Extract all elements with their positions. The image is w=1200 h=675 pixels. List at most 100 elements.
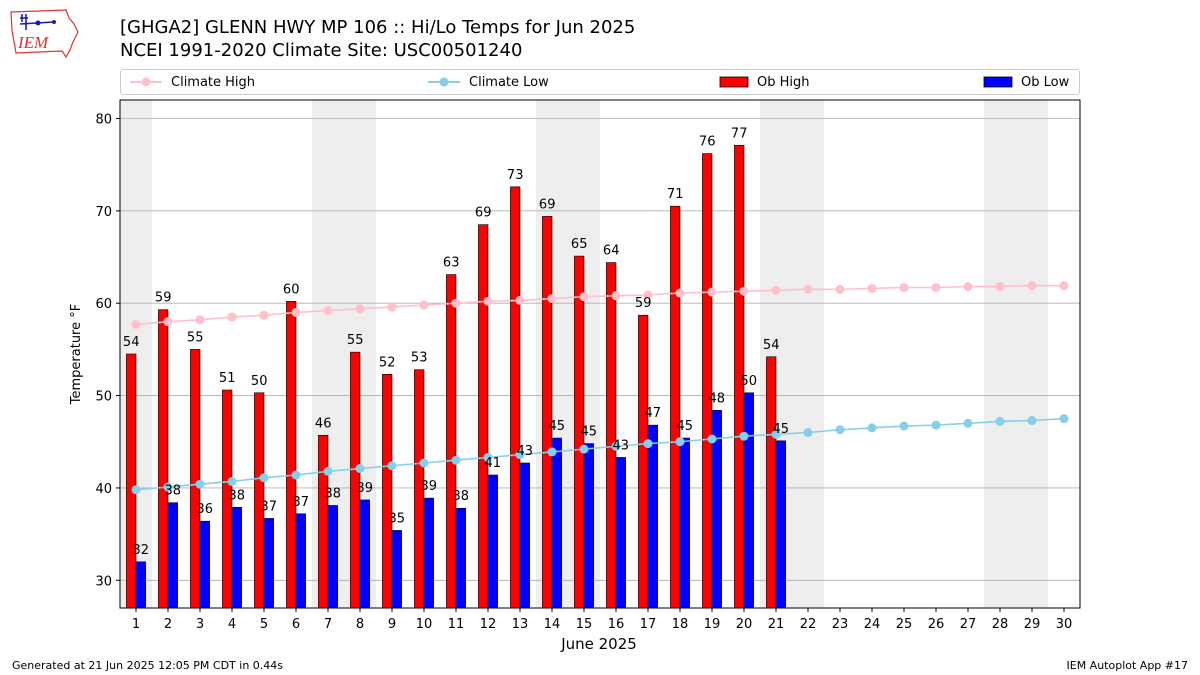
- ob-high-bar-day-21: [766, 356, 777, 609]
- ob-low-bar-day-4: [231, 507, 242, 609]
- ob-high-bar-day-13: [510, 186, 521, 609]
- weekend-band-day-22: [792, 100, 824, 608]
- ob-low-bar-day-10: [423, 497, 434, 609]
- climate-low-point-day-13: [515, 450, 525, 460]
- climate-low-line: [135, 417, 1065, 491]
- x-tick-label-13: 13: [512, 617, 529, 632]
- ob-high-label-day-21: 54: [763, 338, 780, 353]
- y-tick-label-30: 30: [95, 574, 112, 589]
- ob-high-label-day-20: 77: [731, 126, 748, 141]
- ob-high-bar-day-2: [158, 309, 169, 609]
- climate-high-point-day-23: [835, 284, 845, 294]
- legend-item-ob-low: Ob Low: [983, 70, 1069, 94]
- chart-title: [GHGA2] GLENN HWY MP 106 :: Hi/Lo Temps …: [120, 17, 636, 38]
- climate-low-point-day-27: [963, 418, 973, 428]
- ob-low-bar-day-8: [359, 499, 370, 609]
- ob-low-label-day-2: 38: [165, 484, 182, 499]
- ob-low-bar-day-1: [135, 561, 146, 609]
- climate-high-point-day-20: [739, 286, 749, 296]
- climate-low-point-day-30: [1059, 414, 1069, 424]
- y-tick-label-70: 70: [95, 205, 112, 220]
- ob-high-label-day-11: 63: [443, 256, 460, 271]
- climate-high-point-day-19: [707, 287, 717, 297]
- x-tick-label-28: 28: [992, 617, 1009, 632]
- ob-low-bar-day-15: [583, 443, 594, 609]
- ob-low-label-day-3: 36: [197, 502, 214, 517]
- climate-low-point-day-25: [899, 421, 909, 431]
- footer-app: IEM Autoplot App #17: [1066, 659, 1189, 672]
- climate-low-point-day-8: [355, 464, 365, 474]
- x-tick-label-18: 18: [672, 617, 689, 632]
- x-tick-label-27: 27: [960, 617, 977, 632]
- ob-low-label-day-15: 45: [581, 425, 598, 440]
- climate-low-point-day-21: [771, 429, 781, 439]
- climate-low-line-icon: [428, 77, 460, 87]
- ob-high-bar-day-6: [286, 301, 297, 609]
- ob-low-label-day-7: 38: [325, 486, 342, 501]
- ob-high-label-day-12: 69: [475, 206, 492, 221]
- climate-low-point-day-2: [163, 482, 173, 492]
- climate-high-point-day-2: [163, 317, 173, 327]
- climate-low-point-day-11: [451, 455, 461, 465]
- x-tick-label-20: 20: [736, 617, 753, 632]
- ob-high-label-day-18: 71: [667, 187, 684, 202]
- climate-high-point-day-4: [227, 312, 237, 322]
- x-tick-label-23: 23: [832, 617, 849, 632]
- ob-low-bar-day-2: [167, 502, 178, 609]
- legend-label-ob-high: Ob High: [757, 74, 810, 90]
- y-axis-label: Temperature °F: [69, 304, 84, 405]
- climate-high-point-day-13: [515, 295, 525, 305]
- climate-low-point-day-3: [195, 479, 205, 489]
- plot-frame: [119, 99, 1081, 609]
- climate-low-point-day-24: [867, 423, 877, 433]
- x-tick-label-24: 24: [864, 617, 881, 632]
- legend-item-climate-high: Climate High: [129, 70, 255, 94]
- ob-high-bar-day-12: [478, 224, 489, 609]
- climate-low-point-day-12: [483, 452, 493, 462]
- climate-high-point-day-6: [291, 307, 301, 317]
- x-tick-label-4: 4: [228, 617, 236, 632]
- footer-generated: Generated at 21 Jun 2025 12:05 PM CDT in…: [12, 659, 284, 672]
- ob-low-label-day-10: 39: [421, 479, 438, 494]
- ob-high-label-day-14: 69: [539, 197, 556, 212]
- chart-subtitle: NCEI 1991-2020 Climate Site: USC00501240: [120, 40, 523, 61]
- ob-high-bar-day-7: [318, 434, 329, 609]
- ob-high-label-day-5: 50: [251, 374, 268, 389]
- y-tick-label-80: 80: [95, 112, 112, 127]
- ob-low-label-day-18: 45: [677, 419, 694, 434]
- ob-low-label-day-16: 43: [613, 438, 630, 453]
- ob-low-bar-day-18: [679, 437, 690, 609]
- climate-high-point-day-12: [483, 296, 493, 306]
- climate-high-point-day-15: [579, 292, 589, 302]
- climate-high-point-day-11: [451, 298, 461, 308]
- x-tick-label-29: 29: [1024, 617, 1041, 632]
- ob-high-bar-day-17: [638, 314, 649, 609]
- x-tick-label-10: 10: [416, 617, 433, 632]
- ob-high-label-day-6: 60: [283, 282, 300, 297]
- climate-low-point-day-28: [995, 416, 1005, 426]
- x-tick-label-3: 3: [196, 617, 204, 632]
- climate-high-point-day-14: [547, 294, 557, 304]
- x-tick-label-9: 9: [388, 617, 396, 632]
- climate-high-point-day-27: [963, 282, 973, 292]
- climate-high-point-day-5: [259, 310, 269, 320]
- ob-high-label-day-16: 64: [603, 244, 620, 259]
- climate-low-point-day-16: [611, 441, 621, 451]
- x-tick-label-7: 7: [324, 617, 332, 632]
- x-tick-label-1: 1: [132, 617, 140, 632]
- legend-label-ob-low: Ob Low: [1021, 74, 1070, 90]
- x-tick-label-5: 5: [260, 617, 268, 632]
- iem-logo: IEM: [10, 9, 79, 58]
- climate-low-point-day-15: [579, 444, 589, 454]
- ob-low-label-day-8: 39: [357, 481, 374, 496]
- ob-high-label-day-15: 65: [571, 237, 588, 252]
- climate-low-point-day-7: [323, 466, 333, 476]
- climate-low-point-day-19: [707, 434, 717, 444]
- ob-low-bar-day-7: [327, 505, 338, 609]
- climate-low-point-day-26: [931, 420, 941, 430]
- x-tick-label-26: 26: [928, 617, 945, 632]
- ob-high-bar-day-1: [126, 353, 137, 609]
- ob-low-bar-day-5: [263, 518, 274, 609]
- iowa-outline-icon: [10, 9, 79, 58]
- x-tick-label-15: 15: [576, 617, 593, 632]
